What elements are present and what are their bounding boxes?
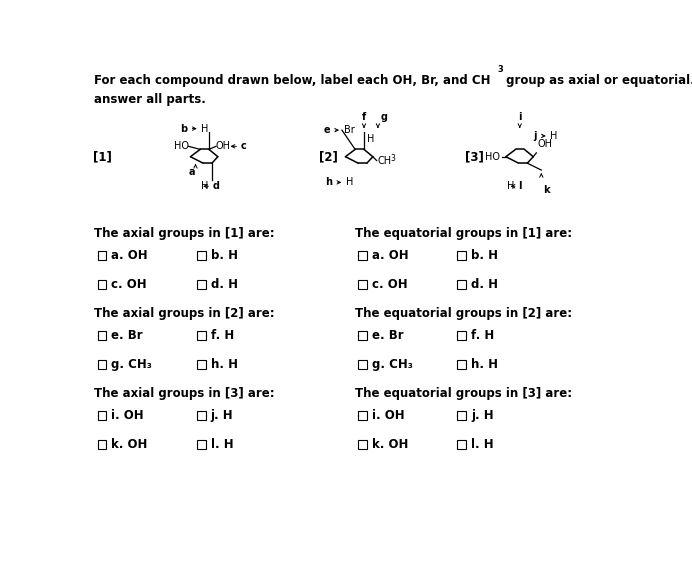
Bar (197, 331, 206, 340)
Bar (358, 331, 367, 340)
Bar (358, 440, 367, 449)
Text: l. H: l. H (210, 438, 233, 451)
Text: i: i (518, 112, 522, 122)
Text: H: H (346, 177, 353, 187)
Text: k: k (543, 186, 549, 195)
Text: d: d (212, 181, 219, 191)
Text: l. H: l. H (471, 438, 493, 451)
Text: c. OH: c. OH (372, 278, 408, 291)
Bar (98, 331, 107, 340)
Text: f. H: f. H (471, 329, 494, 342)
Text: g. CH₃: g. CH₃ (372, 358, 412, 371)
Text: For each compound drawn below, label each OH, Br, and CH: For each compound drawn below, label eac… (94, 74, 491, 87)
Text: H: H (201, 124, 208, 133)
Text: i. OH: i. OH (111, 409, 144, 422)
Text: h. H: h. H (471, 358, 498, 371)
Text: a. OH: a. OH (372, 249, 408, 262)
Text: [1]: [1] (93, 150, 111, 163)
Text: OH: OH (538, 139, 553, 149)
Text: 3: 3 (390, 154, 395, 163)
Text: 3: 3 (498, 65, 503, 74)
Text: h. H: h. H (210, 358, 237, 371)
Text: l: l (518, 181, 522, 191)
Text: f: f (362, 112, 366, 122)
Bar (457, 360, 466, 369)
Text: a. OH: a. OH (111, 249, 148, 262)
Text: The equatorial groups in [3] are:: The equatorial groups in [3] are: (355, 387, 572, 400)
Text: CH: CH (377, 156, 392, 165)
Bar (197, 440, 206, 449)
Text: j: j (534, 131, 537, 141)
Bar (197, 251, 206, 260)
Bar (197, 360, 206, 369)
Bar (98, 411, 107, 420)
Text: H: H (550, 131, 558, 141)
Text: d. H: d. H (471, 278, 498, 291)
Bar (358, 280, 367, 289)
Bar (98, 251, 107, 260)
Text: a: a (189, 168, 196, 177)
Text: d. H: d. H (210, 278, 237, 291)
Text: group as axial or equatorial. Be sure to: group as axial or equatorial. Be sure to (502, 74, 692, 87)
Bar (358, 360, 367, 369)
Text: b: b (180, 124, 188, 133)
Text: g. CH₃: g. CH₃ (111, 358, 152, 371)
Bar (457, 280, 466, 289)
Text: H: H (201, 181, 208, 191)
Text: HO: HO (174, 141, 188, 151)
Bar (98, 360, 107, 369)
Text: Br: Br (343, 125, 354, 135)
Bar (457, 251, 466, 260)
Text: H: H (367, 133, 374, 144)
Text: k. OH: k. OH (111, 438, 147, 451)
Bar (457, 331, 466, 340)
Text: b. H: b. H (471, 249, 498, 262)
Text: i. OH: i. OH (372, 409, 404, 422)
Text: g: g (381, 112, 388, 122)
Text: OH: OH (216, 141, 231, 151)
Text: e: e (324, 125, 330, 135)
Bar (358, 411, 367, 420)
Text: answer all parts.: answer all parts. (94, 93, 206, 106)
Text: c. OH: c. OH (111, 278, 147, 291)
Bar (197, 280, 206, 289)
Text: The axial groups in [3] are:: The axial groups in [3] are: (94, 387, 275, 400)
Text: The equatorial groups in [1] are:: The equatorial groups in [1] are: (355, 227, 572, 240)
Bar (98, 440, 107, 449)
Text: h: h (325, 177, 333, 187)
Text: HO: HO (485, 152, 500, 162)
Text: The axial groups in [2] are:: The axial groups in [2] are: (94, 307, 275, 320)
Text: The equatorial groups in [2] are:: The equatorial groups in [2] are: (355, 307, 572, 320)
Text: c: c (241, 141, 246, 151)
Text: The axial groups in [1] are:: The axial groups in [1] are: (94, 227, 275, 240)
Text: j. H: j. H (471, 409, 493, 422)
Text: e. Br: e. Br (111, 329, 143, 342)
Text: e. Br: e. Br (372, 329, 403, 342)
Text: H: H (507, 181, 515, 191)
Bar (358, 251, 367, 260)
Text: [3]: [3] (465, 150, 484, 163)
Text: f. H: f. H (210, 329, 234, 342)
Bar (457, 440, 466, 449)
Text: [2]: [2] (319, 150, 338, 163)
Text: j. H: j. H (210, 409, 233, 422)
Bar (98, 280, 107, 289)
Bar (197, 411, 206, 420)
Text: b. H: b. H (210, 249, 237, 262)
Bar (457, 411, 466, 420)
Text: k. OH: k. OH (372, 438, 408, 451)
